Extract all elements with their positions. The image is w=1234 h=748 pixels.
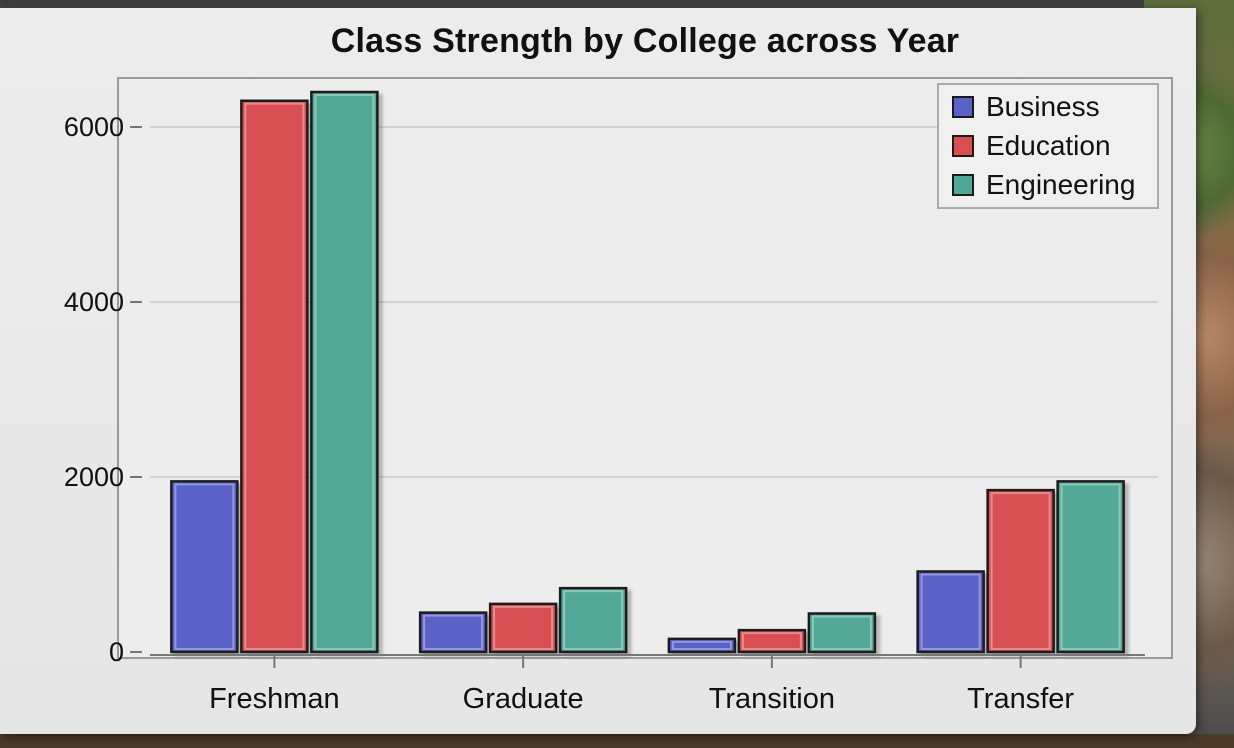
bar-highlight — [423, 614, 484, 650]
y-tick-label: 6000 — [64, 112, 124, 142]
y-tick-label: 4000 — [64, 287, 124, 317]
bar-business-graduate — [418, 611, 488, 654]
y-axis: 0 2000 4000 6000 — [64, 112, 142, 667]
bar-education-freshman — [240, 99, 309, 654]
bar-highlight — [244, 102, 305, 650]
x-tick-label: Transfer — [967, 683, 1074, 715]
legend-label-education: Education — [986, 130, 1111, 161]
y-tick-label: 0 — [109, 637, 124, 667]
bars — [170, 90, 1125, 654]
bar-education-transition — [737, 628, 807, 654]
chart-title: Class Strength by College across Year — [330, 22, 960, 60]
bar-highlight — [811, 615, 872, 650]
background-bottom — [0, 734, 1234, 748]
legend: Business Education Engineering — [937, 83, 1159, 209]
bar-highlight — [990, 492, 1051, 650]
bar-highlight — [741, 632, 802, 650]
bar-highlight — [1060, 483, 1121, 650]
bar-education-graduate — [488, 602, 558, 654]
x-tick-label: Graduate — [463, 683, 584, 715]
bar-education-transfer — [986, 488, 1055, 654]
bar-highlight — [671, 640, 732, 650]
legend-swatch-business — [952, 96, 974, 118]
bar-engineering-transition — [807, 612, 877, 654]
bar-business-freshman — [170, 480, 239, 654]
x-tick-label: Freshman — [209, 683, 340, 715]
y-tick-label: 2000 — [64, 462, 124, 492]
bar-highlight — [174, 483, 235, 650]
bar-business-transition — [667, 637, 737, 654]
legend-box — [937, 83, 1159, 209]
bar-highlight — [563, 590, 624, 650]
legend-label-business: Business — [986, 91, 1100, 122]
bar-engineering-transfer — [1056, 480, 1125, 654]
bar-business-transfer — [916, 570, 985, 654]
legend-swatch-engineering — [952, 174, 974, 196]
legend-label-engineering: Engineering — [986, 169, 1135, 200]
bar-highlight — [493, 605, 554, 650]
x-axis: Freshman Graduate Transition Transfer — [150, 654, 1145, 715]
bar-highlight — [920, 573, 981, 650]
legend-swatch-education — [952, 135, 974, 157]
bar-highlight — [314, 94, 375, 650]
bar-engineering-freshman — [310, 90, 379, 654]
x-tick-label: Transition — [709, 683, 835, 715]
bar-engineering-graduate — [558, 586, 628, 654]
